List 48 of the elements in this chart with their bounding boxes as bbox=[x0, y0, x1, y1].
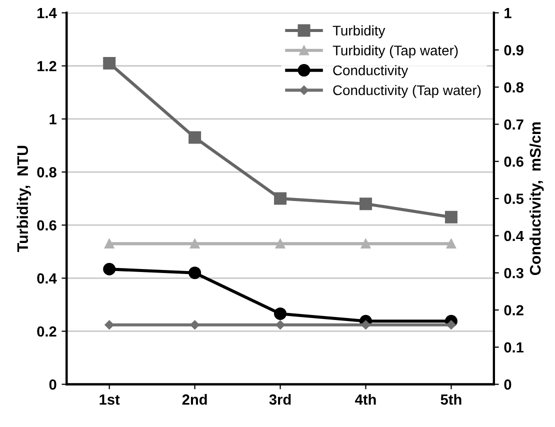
x-tick-label: 5th bbox=[440, 394, 462, 405]
point bbox=[104, 238, 114, 249]
point bbox=[103, 56, 116, 70]
y-tick-label: 0.6 bbox=[37, 220, 56, 231]
y2-tick-label: 0.5 bbox=[504, 194, 524, 204]
legend-label: Turbidity bbox=[332, 25, 386, 38]
legend-label: Conductivity bbox=[333, 65, 408, 78]
point bbox=[359, 198, 372, 210]
y2-tick-label: 0.6 bbox=[504, 156, 524, 167]
y2-tick-label: 0.2 bbox=[504, 305, 524, 316]
x-tick-label: 4th bbox=[355, 394, 376, 405]
point bbox=[190, 320, 200, 330]
y2-tick-label: 0.4 bbox=[504, 230, 524, 242]
point bbox=[446, 238, 456, 249]
legend-label: Turbidity (Tap water) bbox=[332, 45, 458, 58]
point bbox=[188, 266, 202, 280]
point bbox=[274, 192, 287, 205]
y2-tick-label: 0.8 bbox=[504, 82, 524, 93]
y2-tick-label: 0.7 bbox=[504, 119, 524, 130]
y2-axis-title: Conductivity, mS/cm bbox=[530, 122, 544, 276]
point bbox=[446, 320, 456, 330]
point bbox=[188, 131, 202, 144]
point bbox=[275, 238, 286, 249]
y-tick-label: 1.2 bbox=[38, 60, 56, 72]
point bbox=[361, 320, 370, 330]
point bbox=[104, 320, 114, 330]
point bbox=[274, 307, 287, 320]
point bbox=[444, 210, 458, 224]
y2-tick-label: 0 bbox=[504, 379, 512, 390]
y2-tick-label: 0.3 bbox=[504, 268, 524, 278]
y-axis-title: Turbidity, NTU bbox=[16, 146, 32, 252]
legend-label: Conductivity (Tap water) bbox=[333, 84, 481, 98]
y2-tick-label: 1 bbox=[504, 8, 512, 18]
point bbox=[190, 238, 200, 249]
y2-tick-label: 0.9 bbox=[504, 45, 524, 56]
x-tick-label: 2nd bbox=[182, 394, 207, 405]
y-tick-label: 1.4 bbox=[38, 8, 57, 18]
y2-tick-label: 0.1 bbox=[504, 342, 524, 353]
y-tick-label: 0 bbox=[49, 379, 56, 390]
y-tick-label: 0.4 bbox=[37, 273, 57, 284]
x-tick-label: 3rd bbox=[269, 394, 291, 405]
x-tick-label: 1st bbox=[100, 394, 120, 405]
point bbox=[103, 262, 116, 276]
point bbox=[360, 238, 371, 249]
y-tick-label: 0.2 bbox=[37, 326, 56, 337]
y-tick-label: 1 bbox=[50, 114, 56, 124]
point bbox=[276, 320, 285, 330]
y-tick-label: 0.8 bbox=[37, 167, 56, 178]
